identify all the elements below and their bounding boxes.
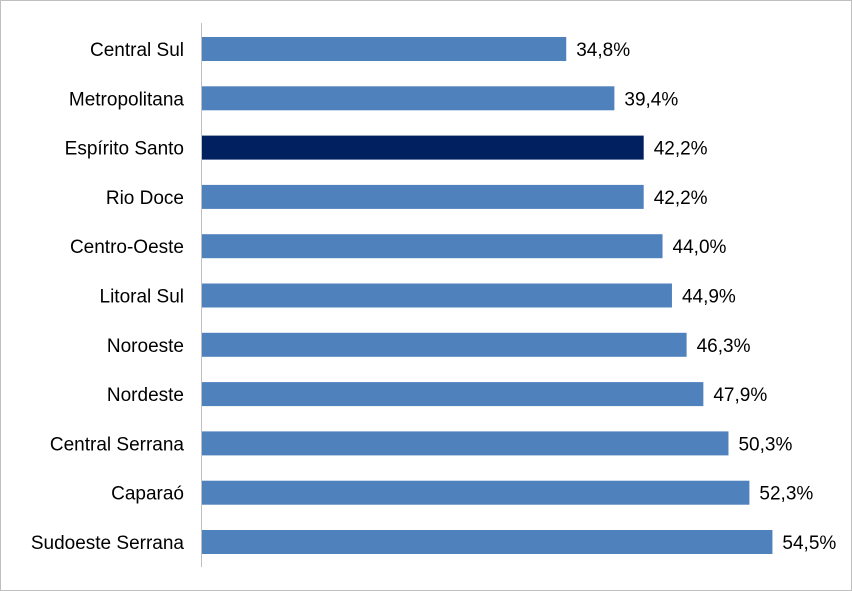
bar: [202, 86, 615, 111]
data-label: 44,0%: [673, 237, 727, 258]
bar: [202, 431, 729, 456]
category-label: Espírito Santo: [65, 139, 184, 160]
data-label: 47,9%: [713, 385, 767, 406]
data-label: 42,2%: [654, 188, 708, 209]
data-label: 46,3%: [697, 336, 751, 357]
category-label: Litoral Sul: [100, 287, 185, 308]
category-label: Nordeste: [107, 385, 184, 406]
bar: [202, 283, 672, 308]
bar: [202, 382, 704, 407]
bar: [202, 135, 644, 160]
category-label: Sudoeste Serrana: [31, 533, 185, 554]
category-label: Rio Doce: [106, 188, 184, 209]
data-label: 54,5%: [782, 533, 836, 554]
data-label: 42,2%: [654, 139, 708, 160]
category-label: Central Sul: [90, 40, 184, 61]
bar: [202, 530, 773, 554]
category-label: Metropolitana: [69, 89, 185, 110]
bar: [202, 234, 663, 259]
category-label: Caparaó: [111, 484, 184, 505]
data-label: 44,9%: [682, 287, 736, 308]
data-label: 52,3%: [759, 484, 813, 505]
category-label: Centro-Oeste: [70, 237, 184, 258]
data-label: 34,8%: [576, 40, 630, 61]
bar: [202, 184, 644, 209]
bar: [202, 480, 750, 505]
data-label: 39,4%: [624, 89, 678, 110]
category-label: Central Serrana: [50, 434, 185, 455]
bar: [202, 37, 567, 61]
bar: [202, 332, 687, 357]
category-label: Noroeste: [107, 336, 184, 357]
data-label: 50,3%: [738, 434, 792, 455]
